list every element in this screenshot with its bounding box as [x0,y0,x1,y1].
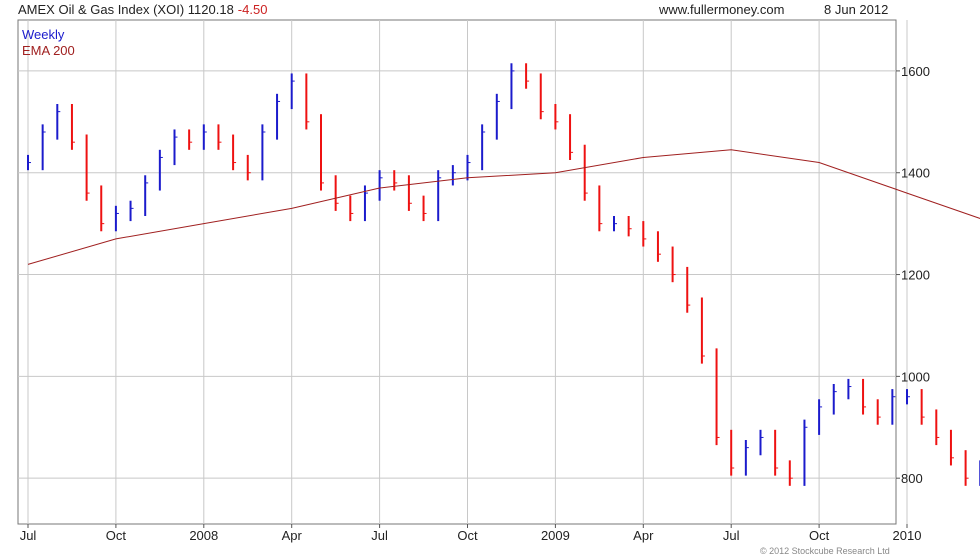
x-tick-label: Apr [282,528,303,543]
chart-title: AMEX Oil & Gas Index (XOI) 1120.18 -4.50 [18,2,267,17]
chart-date: 8 Jun 2012 [824,2,889,17]
x-tick-label: Jul [723,528,740,543]
x-tick-label: Jul [371,528,388,543]
copyright-text: © 2012 Stockcube Research Ltd [760,546,890,556]
y-tick-label: 800 [901,471,923,486]
x-axis: JulOct2008AprJulOct2009AprJulOct2010AprJ… [20,524,922,543]
legend-weekly: Weekly [22,27,65,42]
chart-header: AMEX Oil & Gas Index (XOI) 1120.18 -4.50 … [0,0,980,20]
x-tick-label: 2008 [189,528,218,543]
y-tick-label: 1000 [901,369,930,384]
source-site: www.fullermoney.com [659,2,785,17]
x-tick-label: Apr [633,528,654,543]
y-axis: 800 1000 1200 1400 1600 [896,64,930,486]
y-tick-label: 1200 [901,268,930,283]
x-tick-label: 2010 [893,528,922,543]
x-tick-label: 2009 [541,528,570,543]
y-tick-label: 1600 [901,64,930,79]
x-tick-label: Oct [457,528,478,543]
x-tick-label: Oct [809,528,830,543]
gridlines [18,20,908,524]
price-change: -4.50 [237,2,268,17]
ema-200-line [27,149,980,265]
index-name-price: AMEX Oil & Gas Index (XOI) 1120.18 [18,2,234,17]
legend-ema: EMA 200 [22,43,75,58]
x-tick-label: Oct [106,528,127,543]
y-tick-label: 1400 [901,166,930,181]
x-tick-label: Jul [20,528,37,543]
plot-area [17,19,897,525]
weekly-bars [27,63,980,486]
